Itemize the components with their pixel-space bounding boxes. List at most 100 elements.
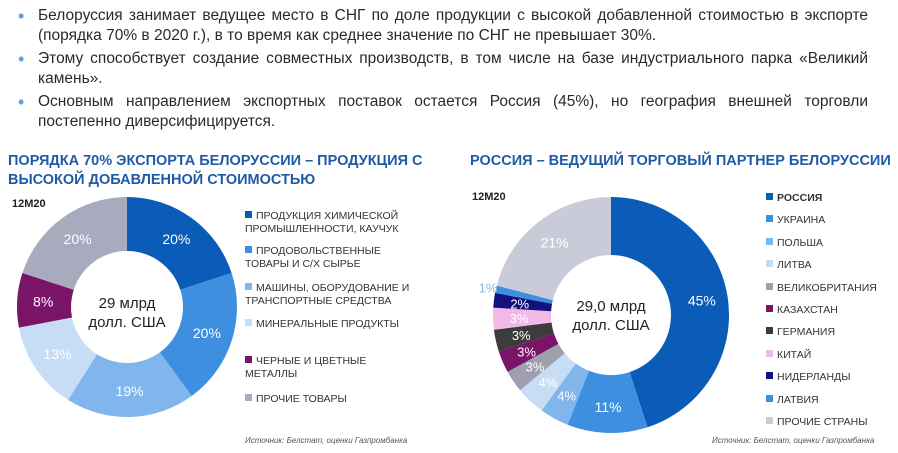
legend-item: МИНЕРАЛЬНЫЕ ПРОДУКТЫ xyxy=(245,318,415,331)
legend-item: ПРОЧИЕ СТРАНЫ xyxy=(766,416,868,429)
center-total-left: 29 млрд долл. США xyxy=(67,294,187,332)
legend-swatch xyxy=(245,394,252,401)
source-right: Источник: Белстат, оценки Газпромбанка xyxy=(712,436,875,445)
donut-slice xyxy=(567,370,648,434)
donut-slice xyxy=(127,197,232,290)
donut-slice xyxy=(18,317,97,400)
bullet-item: Белоруссия занимает ведущее место в СНГ … xyxy=(14,6,868,46)
legend-item: ВЕЛИКОБРИТАНИЯ xyxy=(766,282,877,295)
legend-label: ПРОДОВОЛЬСТВЕННЫЕ ТОВАРЫ И С/Х СЫРЬЕ xyxy=(245,245,381,270)
legend-item: НИДЕРЛАНДЫ xyxy=(766,371,851,384)
data-label: 3% xyxy=(526,360,545,375)
legend-item: ЧЕРНЫЕ И ЦВЕТНЫЕ МЕТАЛЛЫ xyxy=(245,355,415,381)
period-left: 12M20 xyxy=(12,198,46,210)
legend-swatch xyxy=(245,283,252,290)
donut-slice xyxy=(493,292,553,312)
data-label: 21% xyxy=(541,234,569,250)
bullet-list: Белоруссия занимает ведущее место в СНГ … xyxy=(14,6,868,135)
legend-label: ГЕРМАНИЯ xyxy=(777,326,836,339)
legend-item: КАЗАХСТАН xyxy=(766,304,838,317)
legend-swatch xyxy=(766,305,773,312)
data-label: 13% xyxy=(44,346,72,362)
legend-swatch xyxy=(766,327,773,335)
donut-slice xyxy=(495,285,553,304)
legend-swatch xyxy=(245,356,252,363)
data-label: 20% xyxy=(162,231,190,247)
legend-swatch xyxy=(245,211,252,218)
legend-label: КИТАЙ xyxy=(777,348,812,361)
data-label: 20% xyxy=(193,325,221,341)
legend-label: КАЗАХСТАН xyxy=(777,304,838,316)
legend-label: ЛАТВИЯ xyxy=(777,393,819,406)
center-value: 29 млрд xyxy=(98,295,156,312)
legend-item: УКРАИНА xyxy=(766,214,825,227)
data-label: 3% xyxy=(512,328,531,343)
data-label: 8% xyxy=(33,294,53,310)
legend-item: МАШИНЫ, ОБОРУДОВАНИЕ И ТРАНСПОРТНЫЕ СРЕД… xyxy=(245,282,415,308)
legend-swatch xyxy=(766,349,773,357)
center-unit: долл. США xyxy=(88,314,166,331)
data-label: 1% xyxy=(479,281,498,296)
data-label: 11% xyxy=(595,399,622,415)
data-label: 45% xyxy=(688,293,716,309)
data-label: 3% xyxy=(510,311,529,326)
donut-slice xyxy=(611,197,730,428)
legend-item: ЛАТВИЯ xyxy=(766,394,819,407)
data-label: 20% xyxy=(64,231,92,247)
chart-title-right: РОССИЯ – ВЕДУЩИЙ ТОРГОВЫЙ ПАРТНЕР БЕЛОРУ… xyxy=(470,153,891,169)
legend-item: КИТАЙ xyxy=(766,349,811,362)
legend-swatch xyxy=(766,237,773,245)
legend-item: ЛИТВА xyxy=(766,259,812,272)
legend-label: ПОЛЬША xyxy=(777,236,824,249)
legend-label: НИДЕРЛАНДЫ xyxy=(777,371,851,384)
legend-label: ПРОДУКЦИЯ ХИМИЧЕСКОЙ ПРОМЫШЛЕННОСТИ, КАУ… xyxy=(245,210,399,235)
center-value: 29,0 млрд xyxy=(576,298,646,315)
legend-label: УКРАИНА xyxy=(777,214,826,227)
source-left: Источник: Белстат, оценки Газпромбанка xyxy=(245,436,408,445)
legend-label: ПРОЧИЕ ТОВАРЫ xyxy=(256,393,347,405)
data-label: 2% xyxy=(510,296,529,311)
data-label: 4% xyxy=(539,375,558,390)
bullet-item: Этому способствует создание совместных п… xyxy=(14,49,868,89)
bullet-item: Основным направлением экспортных поставо… xyxy=(14,92,868,132)
donut-slice xyxy=(541,363,589,425)
donut-slice xyxy=(22,197,128,290)
legend-swatch xyxy=(766,282,773,290)
legend-swatch xyxy=(766,417,773,424)
donut-slice xyxy=(492,307,552,330)
legend-swatch xyxy=(766,193,773,200)
legend-item: ПРОДОВОЛЬСТВЕННЫЕ ТОВАРЫ И С/Х СЫРЬЕ xyxy=(245,245,415,271)
legend-label: ПРОЧИЕ СТРАНЫ xyxy=(777,416,868,428)
legend-item: РОССИЯ xyxy=(766,192,822,205)
legend-swatch xyxy=(245,319,252,326)
legend-label: РОССИЯ xyxy=(777,192,823,204)
center-unit: долл. США xyxy=(572,317,650,334)
data-label: 19% xyxy=(116,383,144,399)
legend-label: МИНЕРАЛЬНЫЕ ПРОДУКТЫ xyxy=(256,318,399,330)
center-total-right: 29,0 млрд долл. США xyxy=(551,297,671,335)
donut-slice xyxy=(498,333,559,372)
legend-swatch xyxy=(766,215,773,223)
legend-item: ПРОЧИЕ ТОВАРЫ xyxy=(245,393,415,406)
data-label: 3% xyxy=(517,345,536,360)
legend-label: ЛИТВА xyxy=(777,259,812,272)
donut-slice xyxy=(68,352,192,417)
donut-slice xyxy=(520,353,576,411)
donut-slice xyxy=(496,197,611,301)
data-label: 4% xyxy=(557,389,576,404)
donut-slice xyxy=(159,273,237,396)
legend-swatch xyxy=(766,372,773,380)
legend-item: ПОЛЬША xyxy=(766,237,823,250)
legend-swatch xyxy=(766,260,773,268)
donut-slice xyxy=(507,343,565,391)
legend-label: ЧЕРНЫЕ И ЦВЕТНЫЕ МЕТАЛЛЫ xyxy=(245,355,367,380)
legend-item: ГЕРМАНИЯ xyxy=(766,326,835,339)
legend-swatch xyxy=(245,246,252,253)
legend-label: ВЕЛИКОБРИТАНИЯ xyxy=(777,281,877,294)
chart-title-left: ПОРЯДКА 70% ЭКСПОРТА БЕЛОРУССИИ – ПРОДУК… xyxy=(8,153,423,188)
period-right: 12M20 xyxy=(472,191,506,203)
donut-slice xyxy=(16,273,74,328)
legend-item: ПРОДУКЦИЯ ХИМИЧЕСКОЙ ПРОМЫШЛЕННОСТИ, КАУ… xyxy=(245,210,415,236)
legend-swatch xyxy=(766,394,773,402)
